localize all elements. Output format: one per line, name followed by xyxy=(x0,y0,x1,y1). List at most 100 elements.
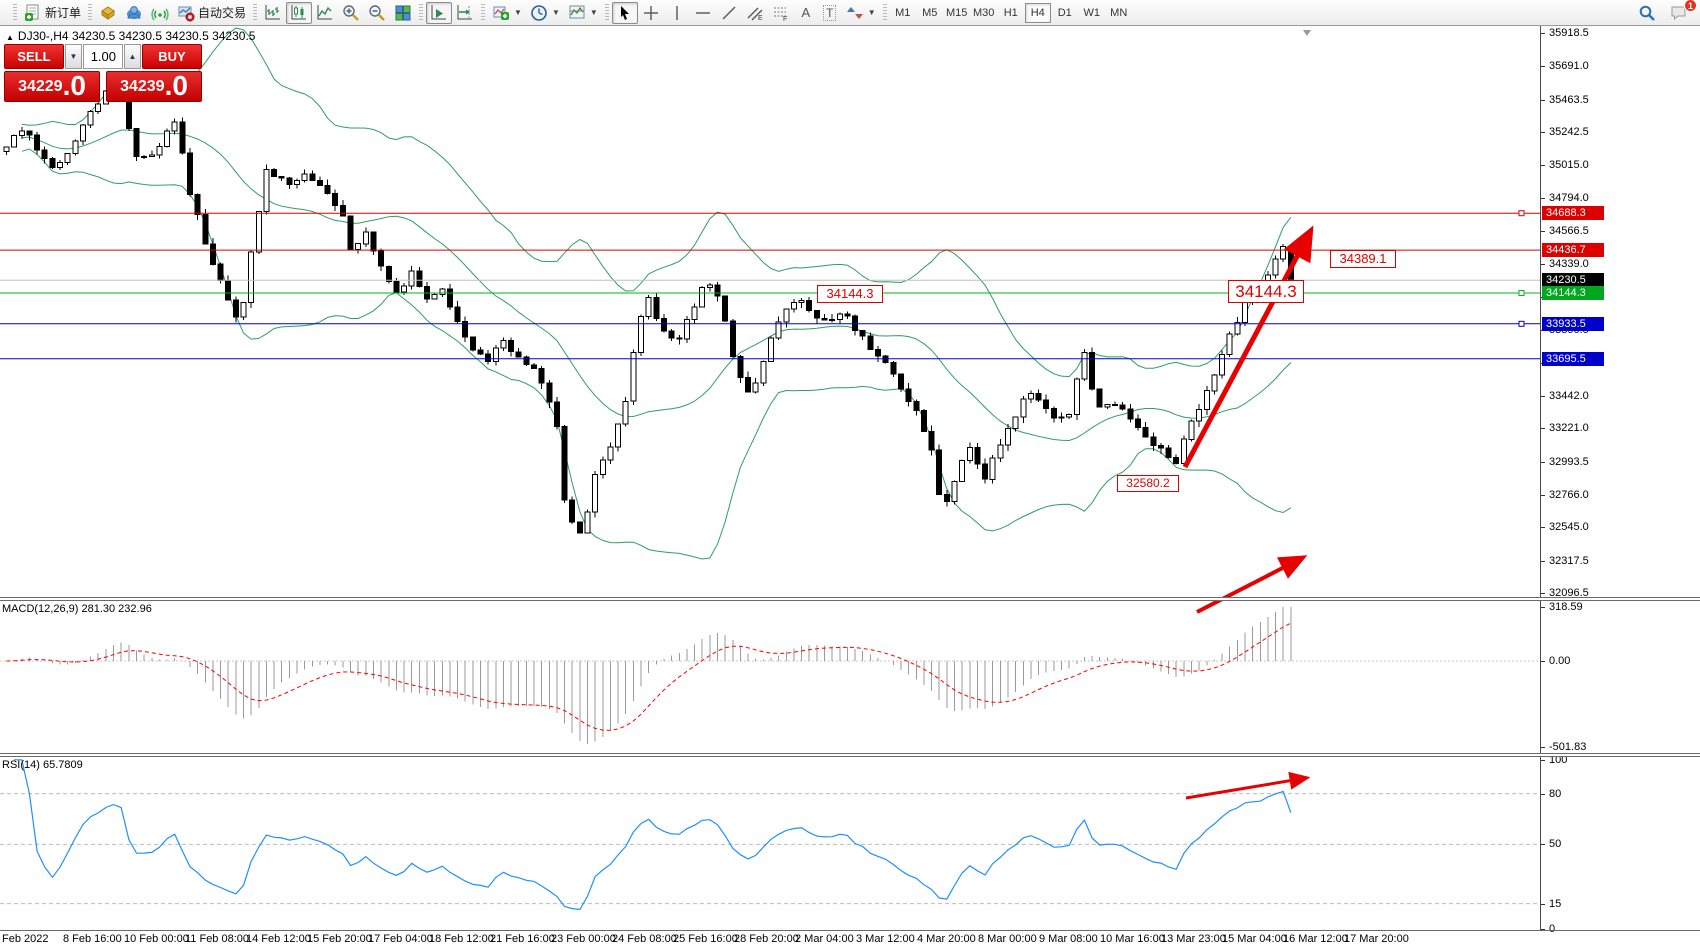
arrow-shapes-icon xyxy=(846,6,863,19)
time-axis-border xyxy=(0,930,1700,931)
templates-button[interactable]: ▼ xyxy=(564,2,602,24)
chart-shift-button[interactable] xyxy=(452,2,478,24)
tile-windows-button[interactable] xyxy=(390,2,416,24)
horizontal-line-icon xyxy=(695,11,710,14)
sell-price[interactable]: 34229.0 xyxy=(4,71,100,102)
dropdown-caret: ▼ xyxy=(551,8,560,17)
timeframe-group: M1 M5 M15 M30 H1 H4 D1 W1 MN xyxy=(890,2,1132,23)
time-tick-label: 8 Mar 00:00 xyxy=(978,933,1037,945)
community-icon xyxy=(127,5,142,19)
price-annotation[interactable]: 34144.3 xyxy=(1228,280,1304,303)
text-label-tool-button[interactable]: T xyxy=(818,2,842,24)
auto-scroll-icon xyxy=(431,4,447,19)
price-tick-label: 34566.5 xyxy=(1549,225,1589,238)
cursor-tool-button[interactable] xyxy=(611,1,638,24)
search-button[interactable] xyxy=(1634,2,1660,24)
time-tick-label: 9 Mar 08:00 xyxy=(1039,933,1098,945)
toolbar-grip xyxy=(882,3,887,22)
price-tick-label: 35015.0 xyxy=(1549,159,1589,172)
add-indicator-button[interactable]: ▼ xyxy=(488,2,526,24)
axis-tick-mark xyxy=(1541,844,1545,846)
time-axis[interactable]: Feb 2022 8 Feb 16:00 10 Feb 00:00 11 Feb 08… xyxy=(0,932,1700,948)
text-tool-button[interactable]: A xyxy=(794,2,818,24)
shift-marker xyxy=(1303,30,1311,36)
axis-tick-mark xyxy=(1541,929,1545,930)
price-tick-label: 32545.0 xyxy=(1549,521,1589,534)
market-button[interactable] xyxy=(95,2,121,24)
chart-title: ▲ DJ30-,H4 34230.5 34230.5 34230.5 34230.… xyxy=(6,29,255,43)
new-order-button[interactable]: 新订单 xyxy=(20,2,85,24)
notification-badge: 1 xyxy=(1684,0,1697,12)
price-axis[interactable]: 35918.5 35691.0 35463.5 35242.5 35015.0 … xyxy=(1540,26,1700,935)
text-tool-icon: A xyxy=(801,5,811,20)
buy-price[interactable]: 34239.0 xyxy=(106,71,202,102)
time-tick-label: 10 Feb 00:00 xyxy=(124,933,189,945)
timeframe-mn[interactable]: MN xyxy=(1110,6,1128,19)
equidistant-channel-icon: E xyxy=(747,7,763,22)
price-annotation[interactable]: 34389.1 xyxy=(1330,250,1396,268)
arrows-tool-button[interactable]: ▼ xyxy=(842,2,880,24)
channel-tool-button[interactable]: E xyxy=(742,2,768,24)
signals-button[interactable] xyxy=(147,2,173,24)
time-tick-label: 10 Mar 16:00 xyxy=(1100,933,1165,945)
zoom-in-button[interactable] xyxy=(338,2,364,24)
timeframe-m1[interactable]: M1 xyxy=(895,6,911,19)
price-level-label: 34230.5 xyxy=(1542,273,1604,288)
line-chart-button[interactable] xyxy=(312,2,338,24)
zoom-out-button[interactable] xyxy=(364,2,390,24)
price-tick-label: 35463.5 xyxy=(1549,93,1589,106)
signals-icon xyxy=(151,8,169,20)
dropdown-caret: ▼ xyxy=(867,8,876,17)
sell-button[interactable]: SELL xyxy=(4,44,64,69)
axis-tick-mark xyxy=(1541,903,1545,905)
macd-tick-label: 318.59 xyxy=(1549,601,1583,613)
timeframe-m15[interactable]: M15 xyxy=(946,6,968,19)
one-click-toggle-icon[interactable]: ▲ xyxy=(6,33,14,42)
axis-tick-mark xyxy=(1541,607,1545,608)
time-tick-label: 15 Feb 20:00 xyxy=(307,933,372,945)
auto-trading-icon xyxy=(178,6,195,21)
timeframe-m30[interactable]: M30 xyxy=(973,6,995,19)
axis-tick-mark xyxy=(1541,759,1545,761)
tile-windows-icon xyxy=(395,5,411,20)
timeframe-w1[interactable]: W1 xyxy=(1083,6,1100,19)
bar-chart-button[interactable] xyxy=(260,2,286,24)
time-tick-label: 14 Feb 12:00 xyxy=(246,933,311,945)
time-tick-label: 4 Mar 20:00 xyxy=(917,933,976,945)
fibonacci-icon: F xyxy=(773,7,787,22)
timeframe-h4[interactable]: H4 xyxy=(1024,2,1051,23)
buy-button[interactable]: BUY xyxy=(142,44,202,69)
price-tick-label: 35918.5 xyxy=(1549,27,1589,39)
new-order-label: 新订单 xyxy=(45,6,82,20)
auto-scroll-button[interactable] xyxy=(426,1,453,24)
candlestick-chart-button[interactable] xyxy=(286,1,313,24)
notifications-button[interactable]: 1 xyxy=(1666,0,1697,24)
axis-tick-mark xyxy=(1541,132,1545,133)
chart-canvas[interactable] xyxy=(0,26,1540,948)
svg-text:F: F xyxy=(783,16,787,22)
pane-divider-macd[interactable] xyxy=(0,597,1700,601)
time-tick-label: 2 Mar 04:00 xyxy=(795,933,854,945)
auto-trading-button[interactable]: 自动交易 xyxy=(173,2,250,24)
rsi-tick-label: 0 xyxy=(1549,923,1556,935)
horizontal-line-tool-button[interactable] xyxy=(690,2,716,24)
volume-decrease-button[interactable]: ▼ xyxy=(65,44,82,69)
timeframe-d1[interactable]: D1 xyxy=(1057,6,1072,19)
axis-tick-mark xyxy=(1541,793,1545,795)
periods-button[interactable]: ▼ xyxy=(526,2,564,24)
price-tick-label: 32766.0 xyxy=(1549,488,1589,501)
price-annotation[interactable]: 32580.2 xyxy=(1117,475,1179,492)
vertical-line-tool-button[interactable] xyxy=(664,2,690,24)
crosshair-tool-button[interactable] xyxy=(638,2,664,24)
community-button[interactable] xyxy=(121,2,147,24)
price-level-label: 34436.7 xyxy=(1542,243,1604,258)
timeframe-h1[interactable]: H1 xyxy=(1003,6,1018,19)
fibonacci-tool-button[interactable]: F xyxy=(768,2,794,24)
volume-increase-button[interactable]: ▲ xyxy=(124,44,141,69)
price-tick-label: 33221.0 xyxy=(1549,422,1589,435)
trendline-tool-button[interactable] xyxy=(716,2,742,24)
volume-input[interactable]: 1.00 xyxy=(83,44,123,69)
timeframe-m5[interactable]: M5 xyxy=(922,6,938,19)
price-annotation[interactable]: 34144.3 xyxy=(817,285,883,303)
pane-divider-rsi[interactable] xyxy=(0,753,1700,757)
